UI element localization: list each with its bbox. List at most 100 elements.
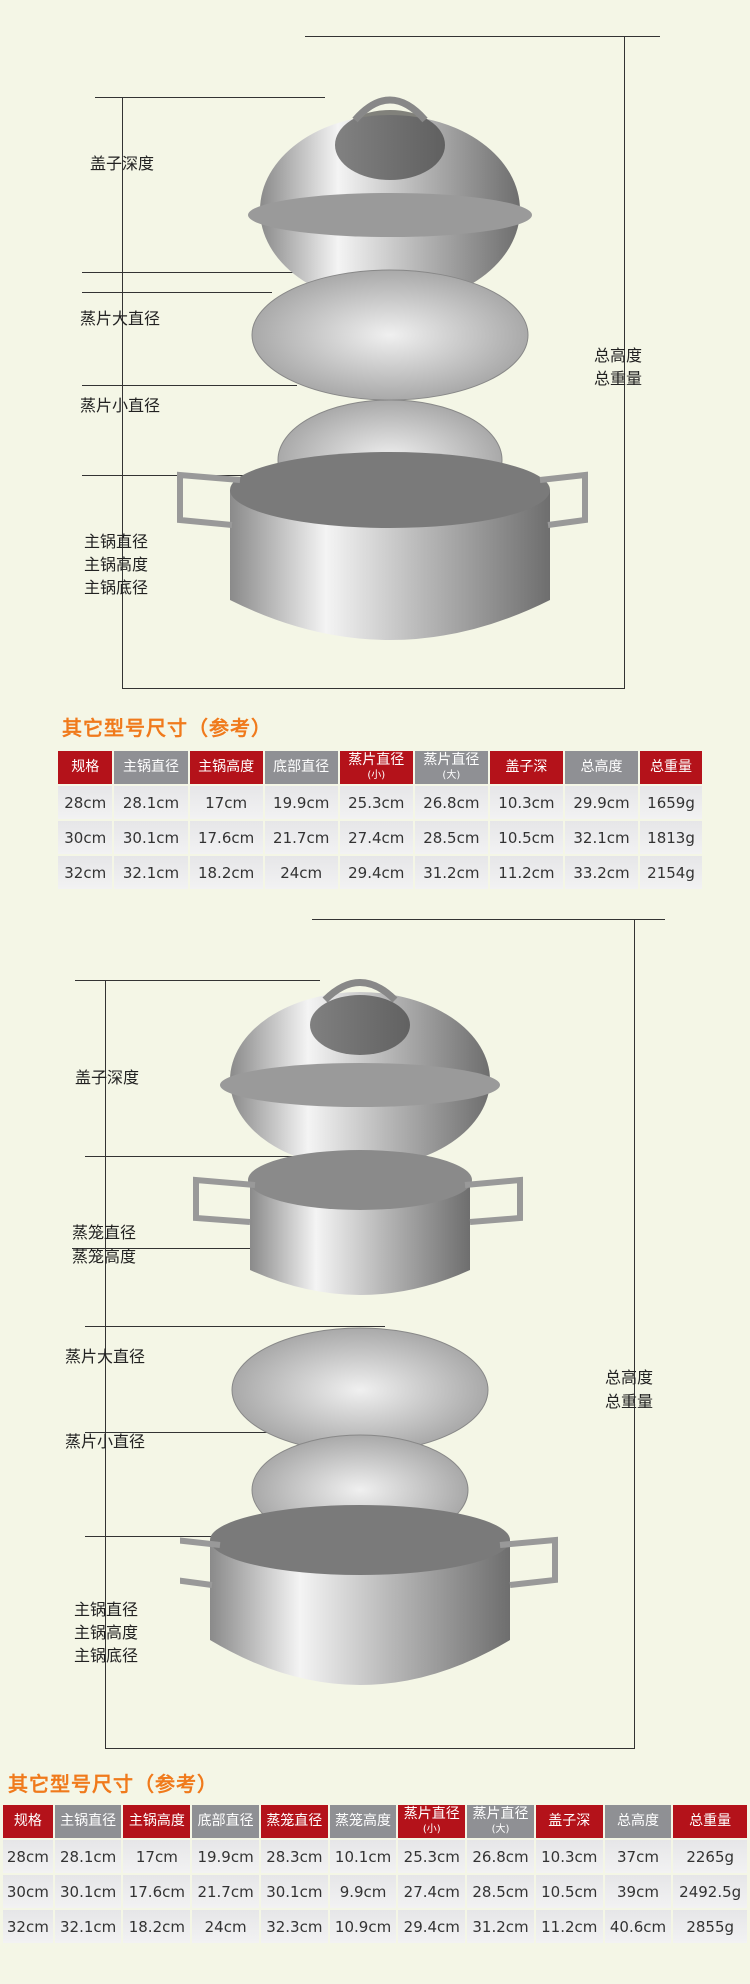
- table-cell: 32cm: [58, 856, 113, 889]
- column-header: 主锅高度: [123, 1805, 191, 1838]
- table-cell: 40.6cm: [604, 1910, 672, 1943]
- table-cell: 2855g: [673, 1910, 747, 1943]
- header-label: 主锅高度: [198, 759, 255, 775]
- table-cell: 39cm: [604, 1875, 672, 1908]
- label-lid-depth-2: 盖子深度: [75, 1068, 140, 1087]
- label-pot-diameter-2: 主锅直径: [74, 1600, 139, 1619]
- table-cell: 37cm: [604, 1840, 672, 1873]
- header-label: 规格: [71, 759, 100, 775]
- header-sublabel: (大): [491, 1823, 510, 1835]
- table-row: 32cm 32.1cm 18.2cm 24cm 29.4cm 31.2cm 11.2cm 33…: [58, 856, 702, 889]
- table-cell: 28.1cm: [114, 786, 188, 819]
- column-header: 底部直径: [192, 1805, 259, 1838]
- label-total-height: 总高度: [594, 346, 643, 365]
- label-plate-large-2: 蒸片大直径: [65, 1347, 146, 1366]
- label-plate-small: 蒸片小直径: [80, 396, 161, 415]
- header-label: 底部直径: [197, 1813, 254, 1829]
- header-label: 总高度: [616, 1813, 659, 1829]
- column-header: 规格: [3, 1805, 53, 1838]
- table-cell: 19.9cm: [192, 1840, 259, 1873]
- table-cell: 25.3cm: [398, 1840, 466, 1873]
- table-cell: 17cm: [189, 786, 263, 819]
- table-cell: 30.1cm: [114, 821, 188, 854]
- column-header: 盖子深: [535, 1805, 603, 1838]
- table-cell: 11.2cm: [489, 856, 563, 889]
- table-cell: 1813g: [640, 821, 702, 854]
- header-label: 主锅高度: [128, 1813, 185, 1829]
- label-steamer-height: 蒸笼高度: [72, 1247, 137, 1266]
- table-cell: 25.3cm: [339, 786, 413, 819]
- table-cell: 31.2cm: [414, 856, 488, 889]
- table-cell: 28.3cm: [260, 1840, 328, 1873]
- column-header: 总高度: [564, 751, 639, 784]
- steamer-pot-image-2: [180, 979, 558, 1685]
- table-cell: 28cm: [58, 786, 113, 819]
- header-label: 总重量: [650, 759, 693, 775]
- column-header: 蒸片直径 (小): [398, 1805, 466, 1838]
- column-header: 蒸片直径 (大): [414, 751, 488, 784]
- table-cell: 30.1cm: [54, 1875, 122, 1908]
- table-cell: 2492.5g: [673, 1875, 747, 1908]
- table-row: 28cm 28.1cm 17cm 19.9cm 28.3cm 10.1cm 25.3cm 26…: [3, 1840, 747, 1873]
- table-cell: 10.5cm: [489, 821, 563, 854]
- table-cell: 32.1cm: [564, 821, 639, 854]
- table-cell: 10.5cm: [535, 1875, 603, 1908]
- label-steamer-diameter: 蒸笼直径: [72, 1223, 137, 1242]
- column-header: 总重量: [640, 751, 702, 784]
- header-label: 主锅直径: [60, 1813, 117, 1829]
- column-header: 蒸片直径 (小): [339, 751, 413, 784]
- column-header: 规格: [58, 751, 113, 784]
- table-cell: 18.2cm: [189, 856, 263, 889]
- table-cell: 24cm: [192, 1910, 259, 1943]
- header-label: 底部直径: [273, 759, 330, 775]
- table-cell: 31.2cm: [467, 1910, 534, 1943]
- table-cell: 27.4cm: [398, 1875, 466, 1908]
- table-cell: 32.3cm: [260, 1910, 328, 1943]
- table-cell: 28cm: [3, 1840, 53, 1873]
- header-label: 蒸笼高度: [335, 1813, 392, 1829]
- header-label: 总高度: [580, 759, 623, 775]
- label-pot-base-2: 主锅底径: [74, 1646, 139, 1665]
- table-cell: 19.9cm: [264, 786, 338, 819]
- header-label: 蒸片直径: [472, 1805, 529, 1822]
- table-cell: 32.1cm: [54, 1910, 122, 1943]
- column-header: 主锅直径: [54, 1805, 122, 1838]
- table-cell: 28.5cm: [467, 1875, 534, 1908]
- column-header: 主锅直径: [114, 751, 188, 784]
- header-label: 蒸笼直径: [266, 1813, 323, 1829]
- label-pot-height-2: 主锅高度: [74, 1623, 139, 1642]
- table-row: 28cm 28.1cm 17cm 19.9cm 25.3cm 26.8cm 10.3cm 29…: [58, 786, 702, 819]
- table-cell: 2265g: [673, 1840, 747, 1873]
- column-header: 总重量: [673, 1805, 747, 1838]
- label-pot-diameter: 主锅直径: [84, 532, 149, 551]
- column-header: 蒸笼高度: [329, 1805, 397, 1838]
- table-cell: 21.7cm: [264, 821, 338, 854]
- header-label: 蒸片直径: [423, 751, 480, 768]
- header-row: 规格 主锅直径 主锅高度 底部直径 蒸片直径 (小) 蒸片直径 (大) 盖子深 总高度 总重量: [58, 751, 702, 784]
- table-cell: 28.5cm: [414, 821, 488, 854]
- size-table-2: 规格 主锅直径 主锅高度 底部直径 蒸笼直径 蒸笼高度 蒸片直径 (小) 蒸片直径 (大) 盖子深总…: [1, 1803, 749, 1945]
- header-sublabel: (大): [442, 769, 461, 781]
- table-row: 30cm 30.1cm 17.6cm 21.7cm 27.4cm 28.5cm 10.5cm…: [58, 821, 702, 854]
- table-cell: 10.3cm: [489, 786, 563, 819]
- label-total-weight-2: 总重量: [605, 1392, 654, 1411]
- table-cell: 18.2cm: [123, 1910, 191, 1943]
- steamer-pot-image-1: [177, 96, 588, 640]
- table-cell: 29.4cm: [339, 856, 413, 889]
- table-cell: 26.8cm: [467, 1840, 534, 1873]
- table-cell: 24cm: [264, 856, 338, 889]
- table-cell: 33.2cm: [564, 856, 639, 889]
- table-cell: 27.4cm: [339, 821, 413, 854]
- header-label: 规格: [13, 1813, 42, 1829]
- table-cell: 29.9cm: [564, 786, 639, 819]
- label-pot-base: 主锅底径: [84, 578, 149, 597]
- table-cell: 28.1cm: [54, 1840, 122, 1873]
- table2-title: 其它型号尺寸（参考）: [8, 1772, 218, 1796]
- table-cell: 30cm: [58, 821, 113, 854]
- table-row: 30cm 30.1cm 17.6cm 21.7cm 30.1cm 9.9cm 27.4cm 2…: [3, 1875, 747, 1908]
- column-header: 总高度: [604, 1805, 672, 1838]
- table-cell: 21.7cm: [192, 1875, 259, 1908]
- column-header: 主锅高度: [189, 751, 263, 784]
- column-header: 蒸笼直径: [260, 1805, 328, 1838]
